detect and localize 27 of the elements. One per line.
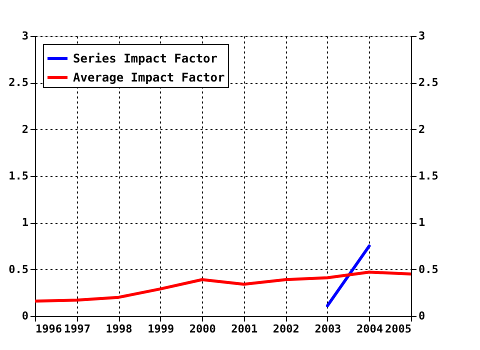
x-tick-label: 1998 bbox=[106, 322, 132, 336]
y2-tick-label: 0 bbox=[418, 310, 426, 322]
y-tick-label: 2.5 bbox=[8, 76, 28, 90]
x-tick-label: 2004 bbox=[356, 322, 384, 336]
y2-tick-label: 2.5 bbox=[418, 76, 438, 90]
y2-tick-label: 0.5 bbox=[418, 262, 438, 276]
y2-tick-label: 2 bbox=[418, 122, 426, 136]
x-tick-label: 1999 bbox=[148, 322, 174, 336]
line-series bbox=[35, 270, 411, 303]
y-tick-label: 1 bbox=[22, 216, 29, 230]
y-tick-label: 3 bbox=[22, 30, 28, 42]
x-tick-label: 2002 bbox=[272, 322, 300, 336]
x-tick-label: 2000 bbox=[189, 322, 216, 336]
x-tick-label: 2001 bbox=[231, 322, 258, 336]
y2-tick-label: 1.5 bbox=[418, 170, 438, 182]
legend-label: Series Impact Factor bbox=[73, 52, 218, 66]
x-tick-label: 1997 bbox=[64, 322, 91, 336]
y-tick-label: 0 bbox=[22, 310, 28, 322]
y2-tick-label: 1 bbox=[418, 216, 426, 230]
legend-label: Average Impact Factor bbox=[73, 70, 225, 84]
y2-tick-label: 3 bbox=[418, 30, 426, 42]
y-tick-label: 0.5 bbox=[8, 262, 28, 276]
y-tick-label: 1.5 bbox=[8, 170, 28, 182]
x-tick-label: 1996 bbox=[36, 322, 62, 336]
y-tick-label: 2 bbox=[22, 122, 28, 136]
x-tick-label: 2005 bbox=[385, 322, 412, 336]
x-tick-label: 2003 bbox=[314, 322, 342, 336]
